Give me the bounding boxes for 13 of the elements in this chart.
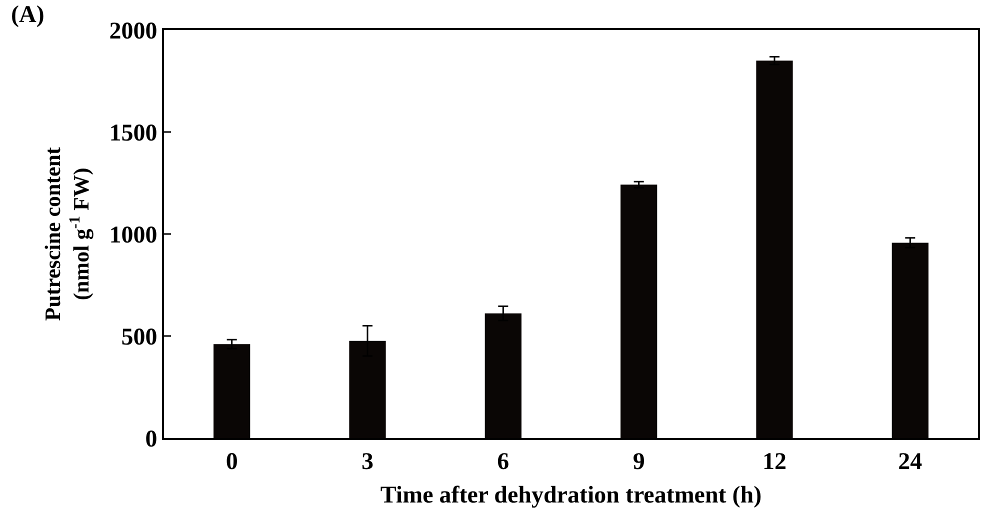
x-tick-label: 9 [632,448,645,475]
y-tick-label: 1000 [109,222,158,248]
text: (A) [11,2,44,28]
x-tick-label: 6 [497,448,510,475]
x-tick-label: 0 [226,448,238,475]
y-tick-label: 1500 [109,120,158,146]
x-axis-title: Time after dehydration treatment (h) [380,482,762,509]
x-tick-label: 24 [898,448,922,475]
y-tick-label: 0 [145,426,158,452]
y-tick-label: 2000 [109,18,158,44]
x-tick-label: 12 [762,448,786,475]
x-tick-label: 3 [362,448,374,475]
y-tick-label: 500 [121,324,158,350]
